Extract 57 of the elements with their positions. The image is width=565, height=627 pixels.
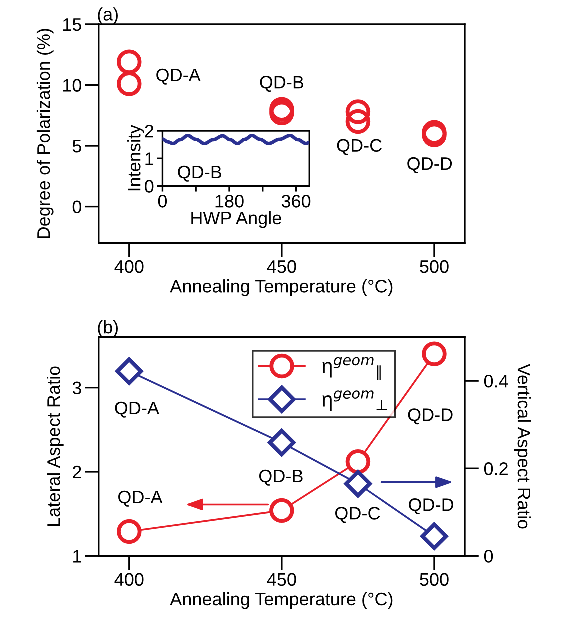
annotation: QD-B: [178, 166, 222, 182]
point: [346, 450, 371, 474]
point: [270, 498, 294, 524]
y2-tick-label: 0.2: [484, 462, 508, 476]
chart-title: (b): [98, 320, 118, 338]
y2-tick-label: 0.4: [484, 375, 508, 388]
x-tick-label: 500: [420, 260, 449, 274]
x-axis-title: HWP Angle: [192, 211, 282, 228]
annotation: QD-B: [260, 76, 304, 92]
y-tick-label: 2: [145, 124, 154, 138]
annotation: QD-A: [156, 68, 201, 85]
y-axis-title: Lateral Aspect Ratio: [47, 366, 64, 526]
chart-title: (a): [98, 8, 118, 24]
x-tick-label: 500: [420, 573, 449, 586]
annotation: QD-D: [408, 157, 452, 174]
y-tick-label: 15: [64, 18, 82, 32]
point: [117, 519, 142, 544]
x-tick-label: 400: [114, 260, 144, 274]
y-tick-label: 3: [72, 382, 82, 395]
x-tick-label: 450: [267, 260, 296, 274]
y-tick-label: 2: [73, 466, 82, 479]
annotation: QD-C: [336, 507, 380, 524]
x-tick-label: 0: [158, 195, 168, 208]
annotation: QD-D: [408, 408, 453, 425]
annotation: QD-D: [409, 498, 454, 515]
x-axis-title: Annealing Temperature (°C): [170, 280, 393, 296]
y-axis-title: Degree of Polarization (%): [36, 29, 54, 238]
point: [268, 429, 296, 457]
y2-tick-label: 0: [484, 550, 494, 563]
y-tick-label: 5: [72, 140, 82, 153]
x-tick-label: 450: [267, 573, 296, 586]
point: [422, 342, 447, 367]
point: [346, 109, 371, 134]
y-tick-label: 10: [64, 79, 82, 92]
point: [270, 97, 294, 122]
y-axis-title: Intensity: [128, 125, 144, 191]
annotation: QD-C: [337, 139, 382, 156]
annotation: QD-A: [115, 402, 160, 418]
y-tick-label: 1: [146, 152, 154, 166]
point: [117, 50, 142, 74]
y2-axis-title: Vertical Aspect Ratio: [514, 364, 532, 529]
point: [344, 470, 372, 498]
annotation: QD-A: [118, 490, 163, 507]
point: [420, 522, 448, 550]
legend-label: η$^{geom}$$_{⊥}$: [322, 390, 388, 412]
point: [346, 100, 371, 124]
x-tick-label: 400: [114, 573, 144, 586]
y-tick-label: 1: [74, 550, 82, 563]
point: [116, 358, 144, 386]
x-tick-label: 360: [282, 195, 311, 208]
x-tick-label: 180: [216, 195, 244, 208]
x-axis-title: Annealing Temperature (°C): [170, 592, 393, 610]
point: [117, 72, 142, 96]
annotation: QD-B: [259, 470, 303, 486]
point: [270, 100, 294, 126]
legend-label: η$^{geom}$$_{∥}$: [322, 357, 381, 380]
y-tick-label: 0: [145, 180, 154, 193]
